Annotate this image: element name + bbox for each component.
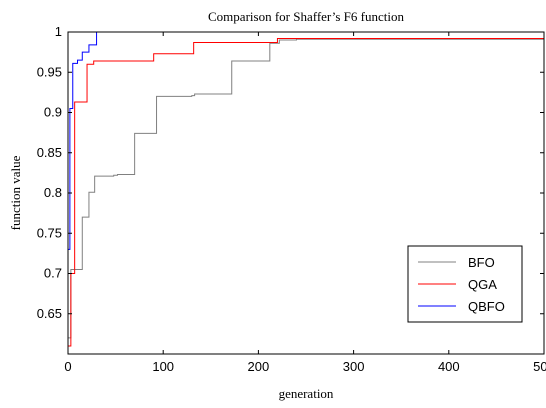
series-layer — [68, 31, 544, 347]
legend-label-bfo: BFO — [468, 255, 495, 270]
y-tick-label: 0.9 — [44, 105, 62, 120]
x-axis-label: generation — [279, 386, 334, 401]
y-tick-label: 0.95 — [37, 64, 62, 79]
legend-label-qbfo: QBFO — [468, 299, 505, 314]
series-line-qga — [68, 37, 544, 347]
legend: BFO QGA QBFO — [407, 245, 523, 323]
y-axis-label: function value — [8, 155, 23, 230]
x-tick-label: 300 — [343, 359, 365, 374]
series-line-bfo — [68, 38, 544, 339]
y-tick-label: 0.85 — [37, 145, 62, 160]
y-tick-label: 0.75 — [37, 225, 62, 240]
x-tick-label: 500 — [533, 359, 546, 374]
x-tick-label: 400 — [438, 359, 460, 374]
y-tick-label: 0.8 — [44, 185, 62, 200]
x-tick-label: 200 — [248, 359, 270, 374]
x-tick-label: 100 — [152, 359, 174, 374]
series-line-qbfo — [68, 31, 544, 250]
y-tick-label: 1 — [55, 24, 62, 39]
tick-layer: 0 100 200 300 400 500 0.65 0.7 0.75 0.8 0.85 0.9 0.9… — [37, 24, 546, 374]
x-tick-label: 0 — [64, 359, 71, 374]
legend-label-qga: QGA — [468, 277, 497, 292]
y-tick-label: 0.65 — [37, 306, 62, 321]
chart-title: Comparison for Shaffer’s F6 function — [208, 9, 404, 24]
y-tick-label: 0.7 — [44, 266, 62, 281]
